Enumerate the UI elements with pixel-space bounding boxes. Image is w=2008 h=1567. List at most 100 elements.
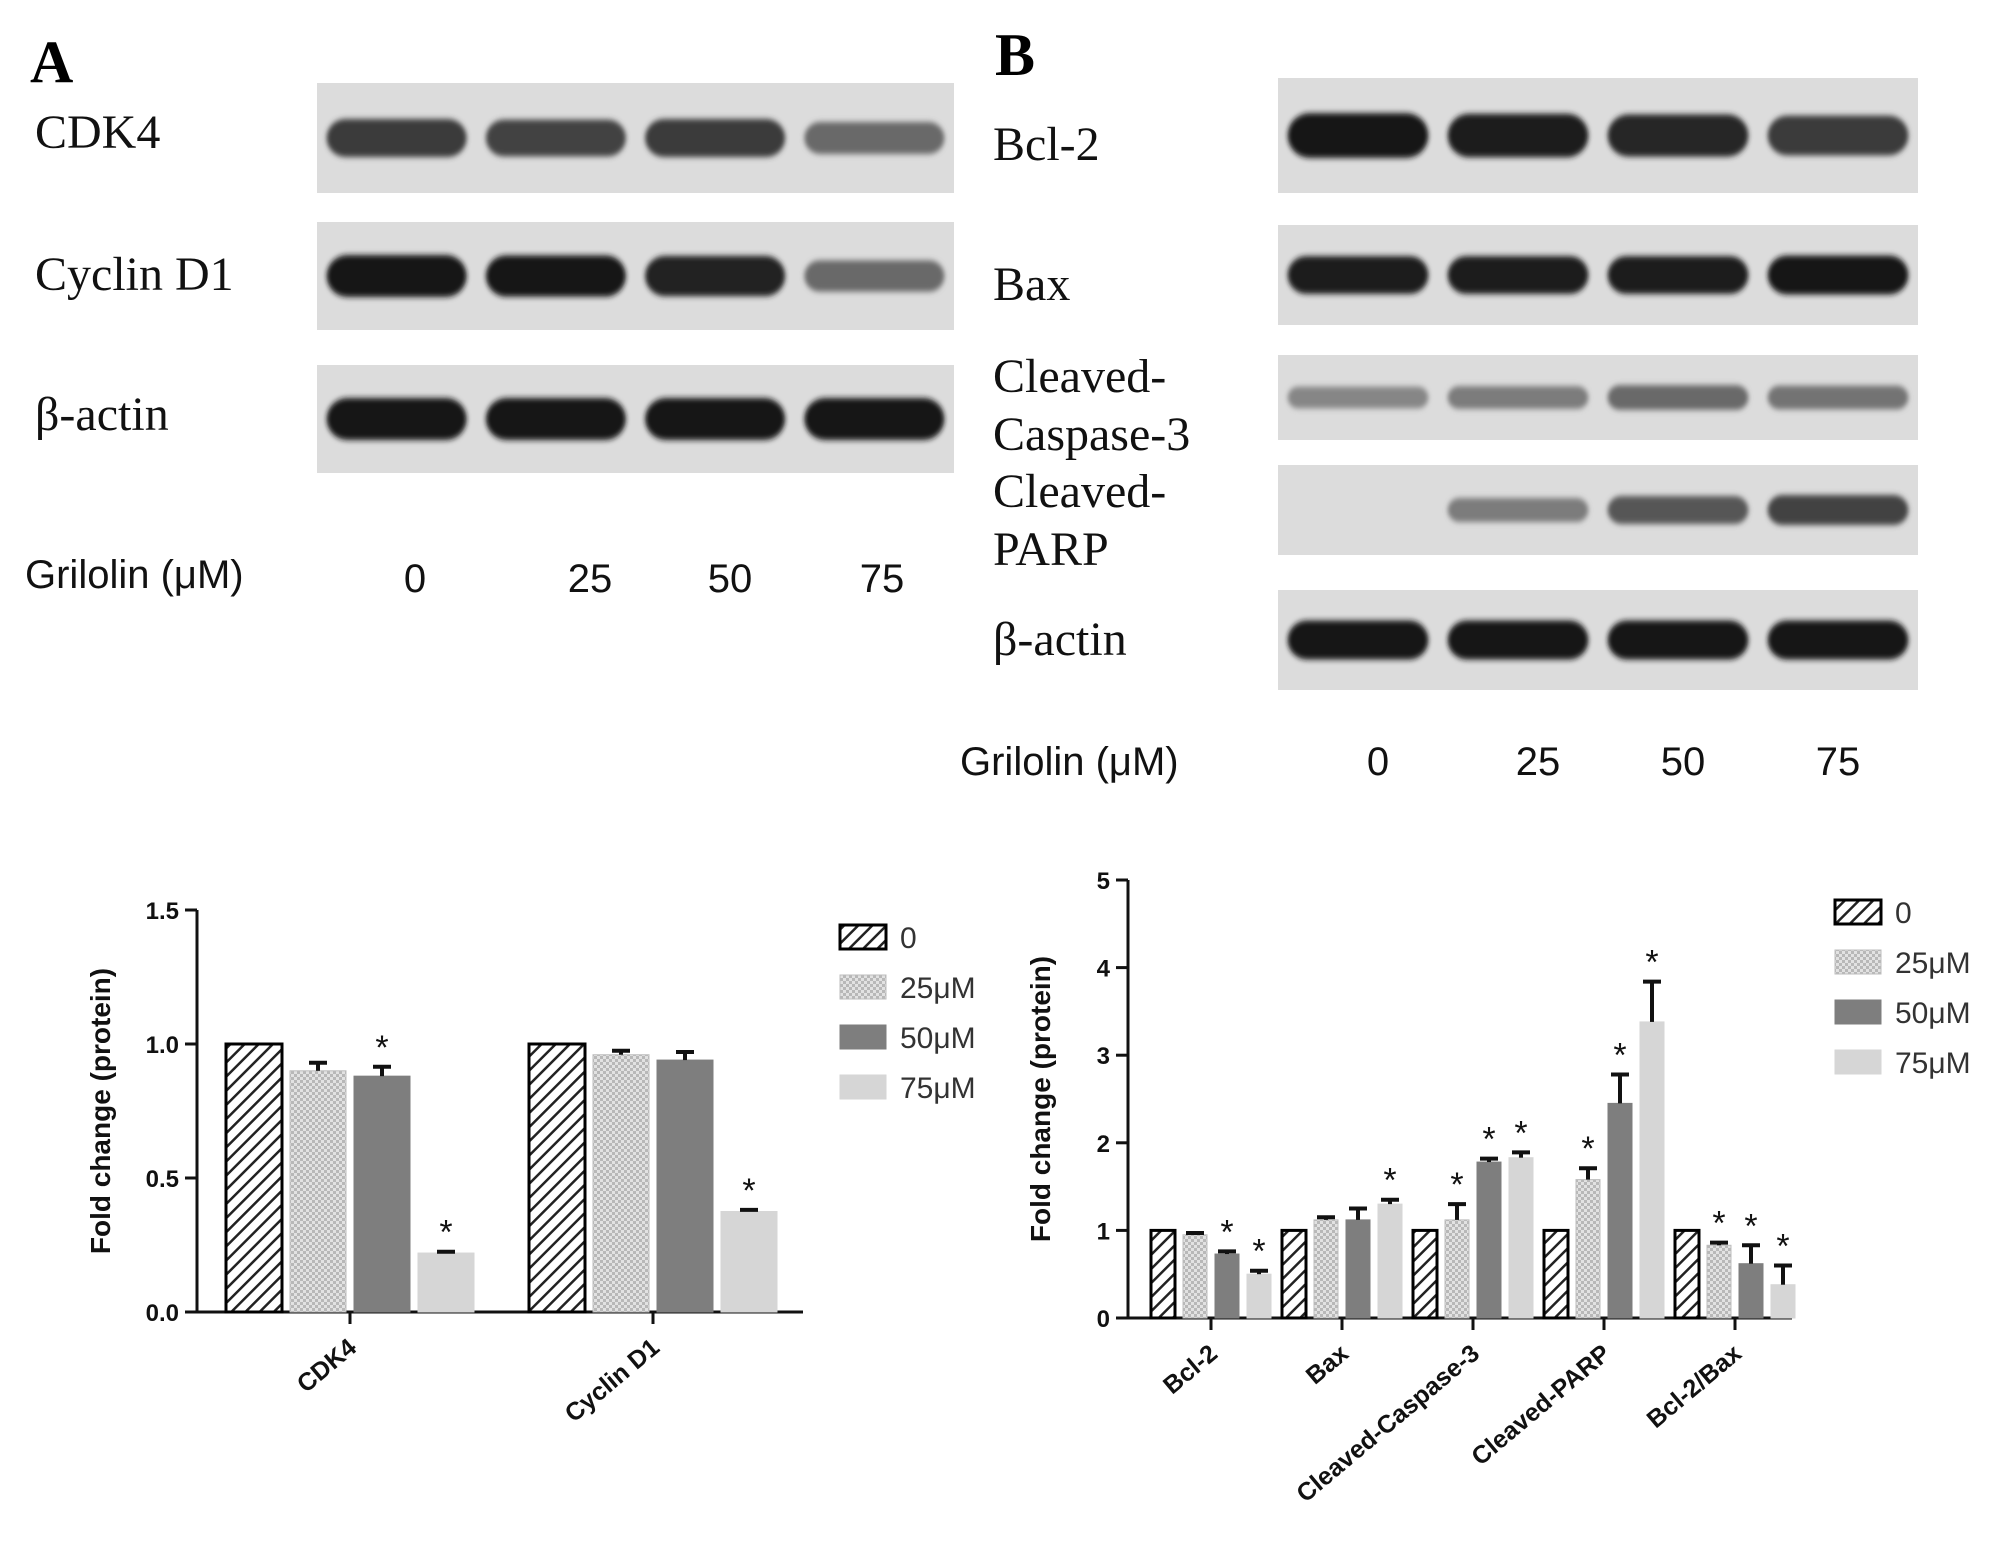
chart-a-bar-cdk4-25-m: [289, 1070, 347, 1313]
panel-a-conc-75: 75: [860, 557, 905, 601]
chart-a-sig-cyclin-d1-75-m: *: [742, 1172, 755, 1210]
panel-b-band-cleaved-caspase-3-lane-1: [1287, 386, 1429, 409]
panel-b-conc-25: 25: [1516, 740, 1561, 784]
chart-b-ytick-label-5: 5: [1097, 868, 1110, 895]
panel-b-label-bax: Bax: [993, 258, 1070, 311]
chart-a-legend-label-25-m: 25μM: [900, 972, 976, 1005]
panel-a-label-actin: β-actin: [35, 388, 169, 441]
chart-a-bar-cdk4-75-m: [417, 1252, 475, 1313]
chart-b-bar-bcl-2-50-m: [1214, 1253, 1240, 1319]
chart-b-bar-bcl-2-bax-25-m: [1706, 1244, 1732, 1319]
chart-b-sig-bcl-2-bax-25-m: *: [1712, 1205, 1725, 1243]
chart-b-bar-cleaved-caspase-3-50-m: [1476, 1161, 1502, 1319]
chart-b-legend-swatch-0: [1833, 898, 1883, 926]
panel-a-treatment-label: Grilolin (μM): [25, 553, 244, 597]
panel-b-band-actin-lane-1: [1287, 620, 1429, 660]
chart-b-sig-bax-75-m: *: [1383, 1162, 1396, 1200]
panel-b-band-cleaved-parp-lane-4: [1767, 494, 1909, 526]
panel-b-band-actin-lane-3: [1607, 620, 1749, 660]
chart-a-bar-cyclin-d1-75-m: [720, 1211, 778, 1313]
chart-a-bar-cyclin-d1-0: [527, 1042, 587, 1314]
chart-b-legend-label-50-m: 50μM: [1895, 997, 1971, 1030]
chart-a-ytick-label-0-5: 0.5: [146, 1166, 179, 1193]
chart-b-xtick-label-bax: Bax: [1301, 1339, 1354, 1390]
panel-a-band-cyclin-d1-lane-2: [485, 255, 626, 297]
chart-a-ytick-label-0-0: 0.0: [146, 1300, 179, 1327]
chart-a: 0.0 0.5 1.0 1.5 Fold change (protein) * * CDK4 *…: [85, 898, 976, 1428]
panel-a-band-cyclin-d1-lane-4: [804, 260, 945, 292]
chart-a-legend-swatch-50-m: [839, 1024, 887, 1050]
chart-b-bar-bcl-2-bax-75-m: [1770, 1284, 1796, 1319]
panel-a-band-cdk4-lane-2: [485, 119, 626, 157]
panel-b-band-bcl-2-lane-2: [1447, 113, 1589, 158]
panel-a-band-actin-lane-2: [485, 397, 626, 441]
panel-b-label-cleaved-parp: Cleaved-PARP: [993, 465, 1166, 576]
chart-b-sig-bcl-2-bax-50-m: *: [1744, 1207, 1757, 1245]
chart-b-legend-label-75-m: 75μM: [1895, 1047, 1971, 1080]
chart-b-legend-label-0: 0: [1895, 897, 1912, 930]
panel-b-band-bax-lane-1: [1287, 256, 1429, 294]
panel-b-band-cleaved-caspase-3-lane-4: [1767, 385, 1909, 410]
chart-b-bar-bcl-2-bax-0: [1673, 1228, 1701, 1320]
panel-b-band-cleaved-parp-lane-3: [1607, 495, 1749, 525]
chart-b-sig-cleaved-parp-50-m: *: [1613, 1036, 1626, 1074]
chart-b-sig-cleaved-caspase-3-25-m: *: [1450, 1166, 1463, 1204]
panel-b-conc-50: 50: [1661, 740, 1706, 784]
chart-b-bar-bax-75-m: [1377, 1203, 1403, 1319]
panel-b-band-actin-lane-2: [1447, 620, 1589, 660]
chart-b-bar-cleaved-caspase-3-75-m: [1508, 1157, 1534, 1319]
chart-b-bar-cleaved-parp-0: [1542, 1228, 1570, 1320]
panel-a-label-cyclin-d1: Cyclin D1: [35, 248, 234, 301]
chart-a-legend-label-75-m: 75μM: [900, 1072, 976, 1105]
panel-b-band-cleaved-caspase-3-lane-3: [1607, 385, 1749, 410]
panel-a-conc-0: 0: [404, 557, 426, 601]
chart-b-bar-cleaved-parp-50-m: [1607, 1102, 1633, 1319]
chart-b-y-axis-title: Fold change (protein): [1025, 956, 1056, 1242]
chart-b-sig-bcl-2-50-m: *: [1220, 1213, 1233, 1251]
panel-a-letter: A: [30, 29, 73, 95]
panel-b-band-bcl-2-lane-1: [1287, 113, 1429, 158]
panel-b-band-bcl-2-lane-4: [1767, 115, 1909, 156]
chart-a-xtick-label-cyclin-d1: Cyclin D1: [560, 1333, 665, 1428]
chart-b-legend-label-25-m: 25μM: [1895, 947, 1971, 980]
panel-b-concentrations: 0 25 50 75: [1367, 740, 1860, 784]
chart-b-bar-cleaved-parp-75-m: [1639, 1021, 1665, 1319]
chart-b-bar-bax-0: [1280, 1228, 1308, 1320]
panel-a-band-actin-lane-3: [645, 397, 786, 441]
panel-b-band-cleaved-parp-lane-2: [1447, 497, 1589, 523]
panel-b-treatment-label: Grilolin (μM): [960, 740, 1179, 784]
chart-a-xtick-label-cdk4: CDK4: [292, 1333, 362, 1398]
chart-a-bar-cdk4-50-m: [353, 1075, 411, 1313]
chart-b-bar-bcl-2-bax-50-m: [1738, 1263, 1764, 1319]
chart-a-legend-swatch-25-m: [839, 974, 887, 1000]
chart-a-ytick-label-1-0: 1.0: [146, 1032, 179, 1059]
chart-b-ytick-label-0: 0: [1097, 1306, 1110, 1333]
panel-a-blots: CDK4 Cyclin D1 β-actin: [35, 83, 954, 473]
chart-a-y-axis-title: Fold change (protein): [85, 968, 116, 1254]
panel-b-band-bax-lane-4: [1767, 255, 1909, 295]
chart-b-ytick-label-1: 1: [1097, 1218, 1110, 1245]
panel-a: A CDK4 Cyclin D1 β-actin Grilolin (μM) 0 25…: [25, 29, 954, 601]
chart-b-sig-cleaved-caspase-3-50-m: *: [1482, 1121, 1495, 1159]
panel-a-concentrations: 0 25 50 75: [404, 557, 904, 601]
chart-b-sig-cleaved-parp-75-m: *: [1645, 944, 1658, 982]
panel-b-band-bcl-2-lane-3: [1607, 114, 1749, 157]
panel-b-band-bax-lane-3: [1607, 256, 1749, 294]
panel-a-band-cdk4-lane-3: [645, 119, 786, 157]
panel-a-band-cdk4-lane-4: [804, 122, 945, 154]
chart-a-ytick-label-1-5: 1.5: [146, 898, 179, 925]
panel-b-label-cleaved-caspase-3: Cleaved-Caspase-3: [993, 350, 1190, 461]
panel-a-conc-50: 50: [708, 557, 753, 601]
chart-b-sig-cleaved-caspase-3-75-m: *: [1514, 1114, 1527, 1152]
chart-a-legend-label-50-m: 50μM: [900, 1022, 976, 1055]
chart-b-bar-bcl-2-75-m: [1246, 1273, 1272, 1319]
chart-a-sig-cdk4-50-m: *: [375, 1029, 388, 1067]
panel-b-band-actin-lane-4: [1767, 620, 1909, 660]
panel-a-band-cyclin-d1-lane-1: [326, 254, 467, 298]
panel-a-band-actin-lane-1: [326, 397, 467, 441]
panel-a-band-cyclin-d1-lane-3: [645, 255, 786, 297]
chart-b-bar-cleaved-caspase-3-0: [1411, 1228, 1439, 1320]
panel-a-band-actin-lane-4: [804, 397, 945, 441]
panel-b-conc-0: 0: [1367, 740, 1389, 784]
